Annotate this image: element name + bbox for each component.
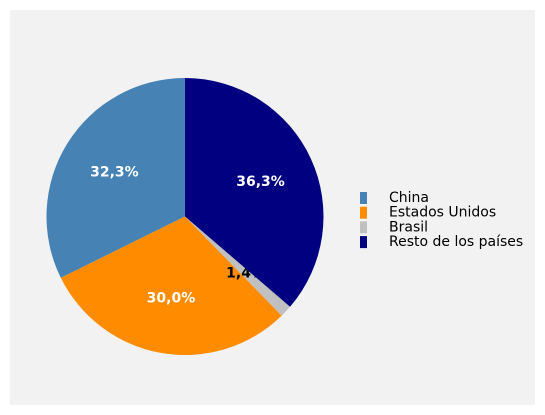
legend-swatch (360, 192, 367, 204)
legend-label: China (389, 190, 429, 206)
slice-label: 30,0% (147, 290, 196, 306)
slice-label: 36,3% (236, 174, 285, 190)
legend-swatch (360, 236, 367, 249)
pie-slice (185, 216, 291, 316)
legend-label: Estados Unidos (389, 205, 496, 221)
pie-slice (46, 78, 185, 278)
pie-slice (185, 78, 324, 307)
legend-label: Resto de los países (389, 234, 523, 250)
slice-label: 32,3% (90, 165, 139, 181)
pie-slice (60, 216, 282, 355)
legend-swatch (360, 206, 367, 219)
legend-swatch (360, 221, 367, 234)
legend-label: Brasil (389, 219, 428, 235)
